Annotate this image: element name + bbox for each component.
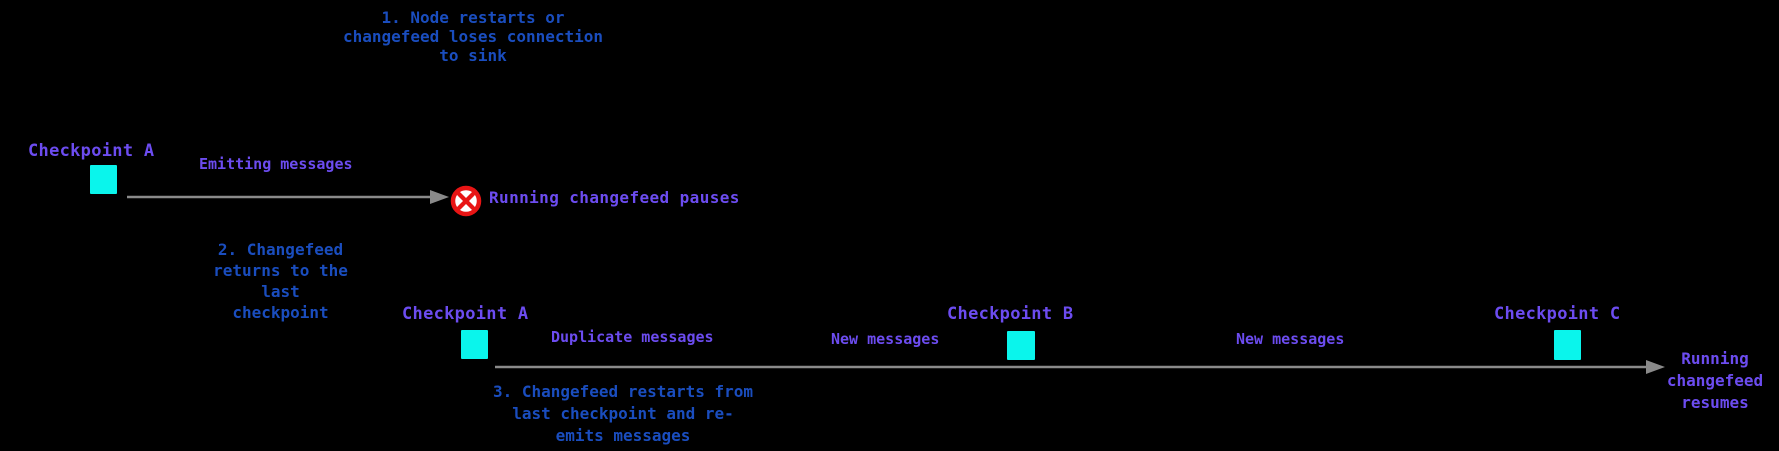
timeline2-checkpoint-a-label: Checkpoint A	[402, 304, 529, 324]
step2-note: 2. Changefeed returns to the last checkp…	[213, 240, 348, 322]
running-changefeed-resumes-label: Running changefeed resumes	[1666, 349, 1764, 412]
timeline2-checkpoint-a-marker	[461, 330, 488, 359]
changefeed-pause-error-icon	[450, 185, 482, 217]
step1-note: 1. Node restarts or changefeed loses con…	[342, 8, 604, 65]
timeline1-checkpoint-a-marker	[90, 165, 117, 194]
emitting-messages-label: Emitting messages	[199, 155, 353, 173]
step3-note: 3. Changefeed restarts from last checkpo…	[492, 382, 754, 445]
timeline2-checkpoint-b-marker	[1007, 331, 1035, 360]
timeline1-checkpoint-a-label: Checkpoint A	[28, 141, 155, 161]
timeline2-arrow	[495, 360, 1665, 374]
running-changefeed-pauses-label: Running changefeed pauses	[489, 188, 740, 207]
timeline1-arrow	[127, 190, 449, 204]
duplicate-messages-label: Duplicate messages	[551, 328, 714, 346]
timeline2-checkpoint-b-label: Checkpoint B	[947, 304, 1074, 324]
new-messages-label-2: New messages	[1236, 330, 1345, 348]
new-messages-label-1: New messages	[831, 330, 940, 348]
timeline2-checkpoint-c-label: Checkpoint C	[1494, 304, 1621, 324]
timeline2-checkpoint-c-marker	[1554, 330, 1581, 360]
